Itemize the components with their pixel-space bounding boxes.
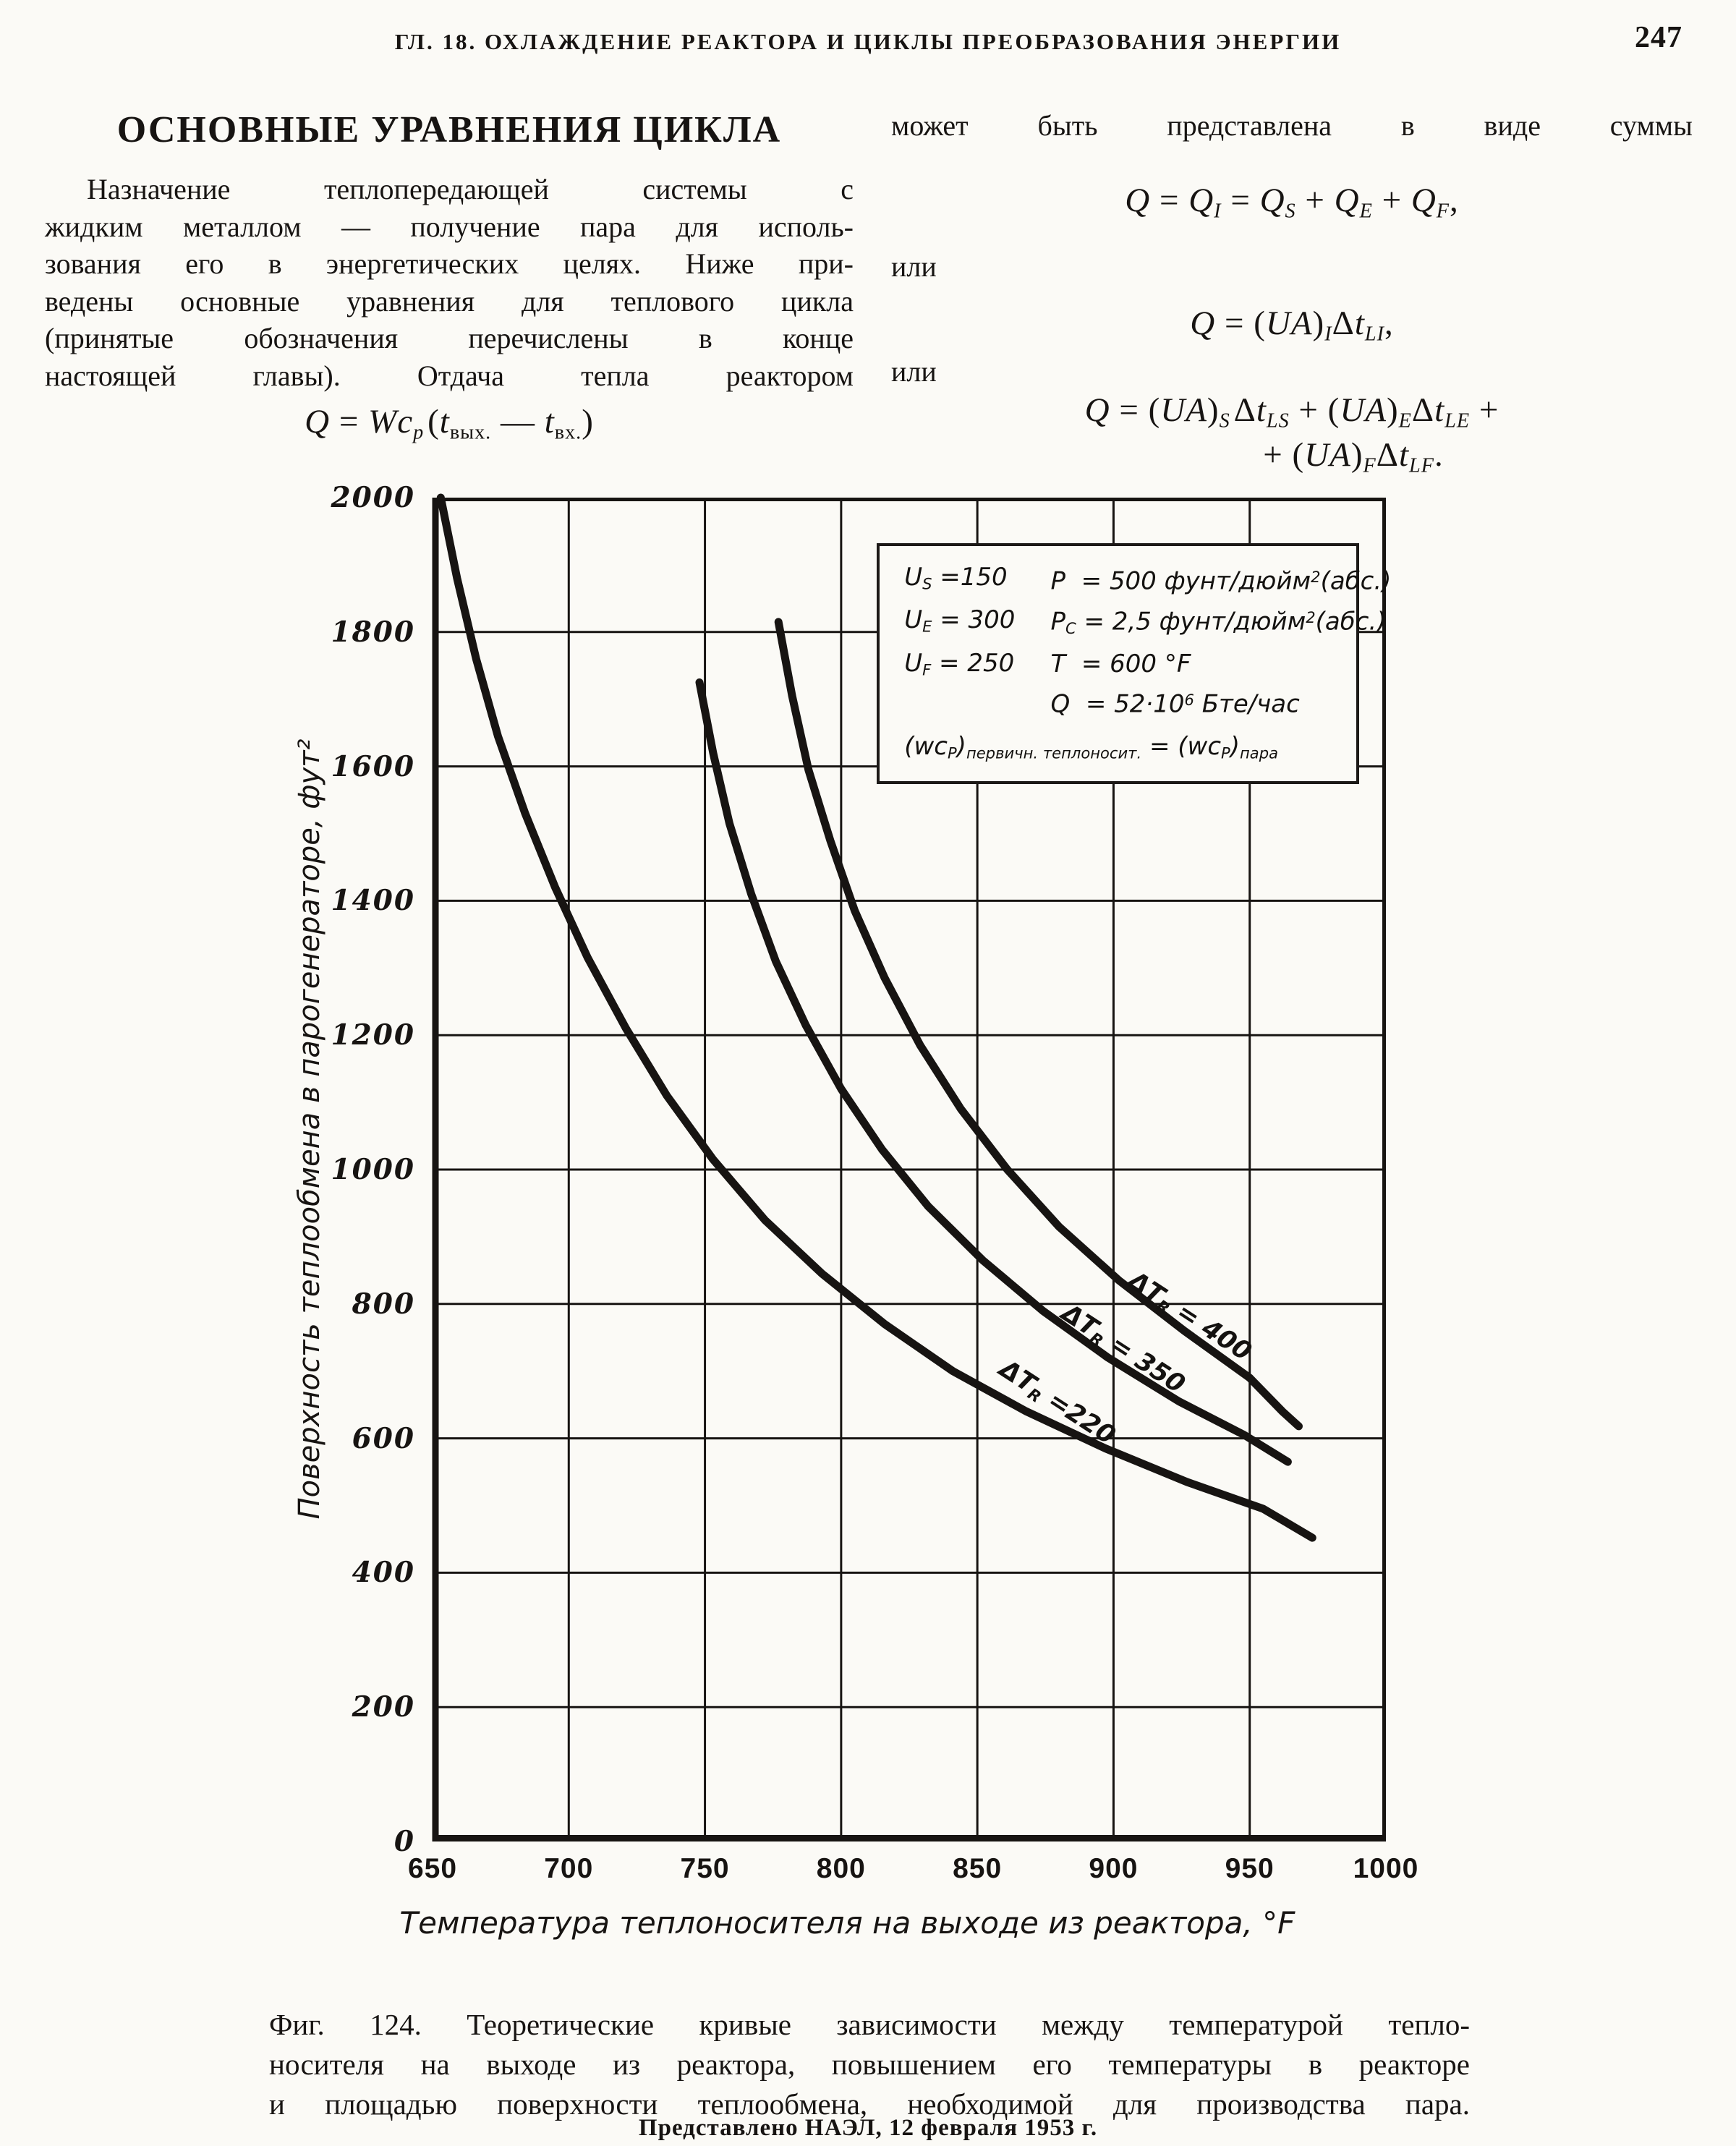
x-axis-title: Температура теплоносителя на выходе из р… — [399, 1905, 1295, 1941]
y-tick-label: 0 — [393, 1825, 415, 1858]
caption-line: и площадью поверхности теплообмена, необ… — [269, 2087, 1470, 2121]
curve-dtr-400 — [774, 618, 1303, 1431]
y-tick-label: 1600 — [331, 749, 415, 783]
y-tick-label: 200 — [352, 1690, 415, 1724]
y-tick-label: 1400 — [331, 884, 415, 918]
or-word: или — [891, 355, 937, 388]
parameter-ue: UE = 300 — [904, 605, 1016, 636]
x-tick-label: 900 — [1089, 1853, 1139, 1884]
equation-q-split-line1: Q = (UA)S ΔtLS + (UA)EΔtLE + — [1084, 391, 1499, 433]
running-head: ГЛ. 18. ОХЛАЖДЕНИЕ РЕАКТОРА И ЦИКЛЫ ПРЕО… — [394, 29, 1342, 54]
parameter-pc: PC = 2,5 фунт/дюйм2(абс.) — [1050, 607, 1387, 637]
y-tick-label: 1800 — [331, 615, 415, 649]
parameter-us: US =150 — [904, 563, 1008, 593]
x-tick-label: 750 — [680, 1853, 730, 1884]
y-tick-label: 1000 — [331, 1153, 415, 1186]
figure-caption: Фиг. 124. Теоретические кривые зависимос… — [269, 2005, 1470, 2124]
paragraph-line: жидким металлом — получение пара для исп… — [45, 210, 854, 243]
y-tick-label: 2000 — [331, 481, 415, 514]
y-axis-title: Поверхность теплообмена в парогенераторе… — [293, 738, 326, 1520]
equation-q-split-line2: + (UA)FΔtLF. — [1263, 436, 1444, 477]
paragraph-line: Назначение теплопередающей системы с — [87, 173, 854, 205]
figure-credit: Представлено НАЭЛ, 12 февраля 1953 г. — [638, 2115, 1098, 2141]
parameter-p: P = 500 фунт/дюйм2(абс.) — [1050, 566, 1392, 596]
intro-line: может быть представлена в виде суммы — [891, 109, 1693, 142]
x-tick-label: 700 — [544, 1853, 594, 1884]
parameters-right-column: P = 500 фунт/дюйм2(абс.) PC = 2,5 фунт/д… — [1050, 559, 1392, 723]
parameters-columns: US =150 UE = 300 UF = 250 P = 500 фунт/д… — [904, 559, 1392, 723]
equation-q-ua: Q = (UA)IΔtLI, — [1190, 305, 1394, 346]
caption-line: носителя на выходе из реактора, повышени… — [269, 2048, 1470, 2081]
equation-reactor-heat: Q = Wcp (tвых. — tвх.) — [305, 403, 594, 444]
y-tick-label: 800 — [352, 1287, 415, 1321]
curve-dtr-220 — [436, 493, 1316, 1542]
x-tick-label: 650 — [407, 1853, 458, 1884]
body-paragraph: Назначение теплопередающей системы с жид… — [45, 171, 854, 394]
x-tick-label: 850 — [953, 1853, 1003, 1884]
x-tick-label: 1000 — [1353, 1853, 1419, 1884]
figure-plot-area: Поверхность теплообмена в парогенераторе… — [293, 481, 1418, 1941]
equation-q-sum: Q = QI = QS + QE + QF, — [1125, 182, 1459, 223]
paragraph-line: (принятые обозначения перечислены в конц… — [45, 322, 854, 354]
section-heading: ОСНОВНЫЕ УРАВНЕНИЯ ЦИКЛА — [116, 109, 782, 150]
y-tick-label: 400 — [352, 1556, 415, 1590]
paragraph-line: настоящей главы). Отдача тепла реактором — [45, 359, 854, 392]
parameter-q: Q = 52·106 Бте/час — [1050, 689, 1300, 719]
parameters-left-column: US =150 UE = 300 UF = 250 — [904, 559, 1050, 723]
parameter-wcp-equality: (wcP)первичн. теплоносит. = (wcP)пара — [904, 731, 1279, 762]
y-tick-label: 600 — [352, 1421, 415, 1455]
page-number: 247 — [1635, 21, 1682, 54]
parameter-uf: UF = 250 — [904, 648, 1015, 678]
x-tick-label: 950 — [1225, 1853, 1275, 1884]
paragraph-line: ведены основные уравнения для теплового … — [45, 284, 854, 318]
paragraph-line: зования его в энергетических целях. Ниже… — [45, 247, 854, 280]
caption-line: Фиг. 124. Теоретические кривые зависимос… — [269, 2008, 1470, 2041]
y-tick-label: 1200 — [331, 1018, 415, 1052]
parameter-t: T = 600 °F — [1050, 650, 1191, 679]
x-tick-label: 800 — [816, 1853, 866, 1884]
parameters-box: US =150 UE = 300 UF = 250 P = 500 фунт/д… — [877, 543, 1392, 785]
or-word: или — [891, 250, 937, 283]
curve-dtr-350 — [695, 678, 1292, 1466]
